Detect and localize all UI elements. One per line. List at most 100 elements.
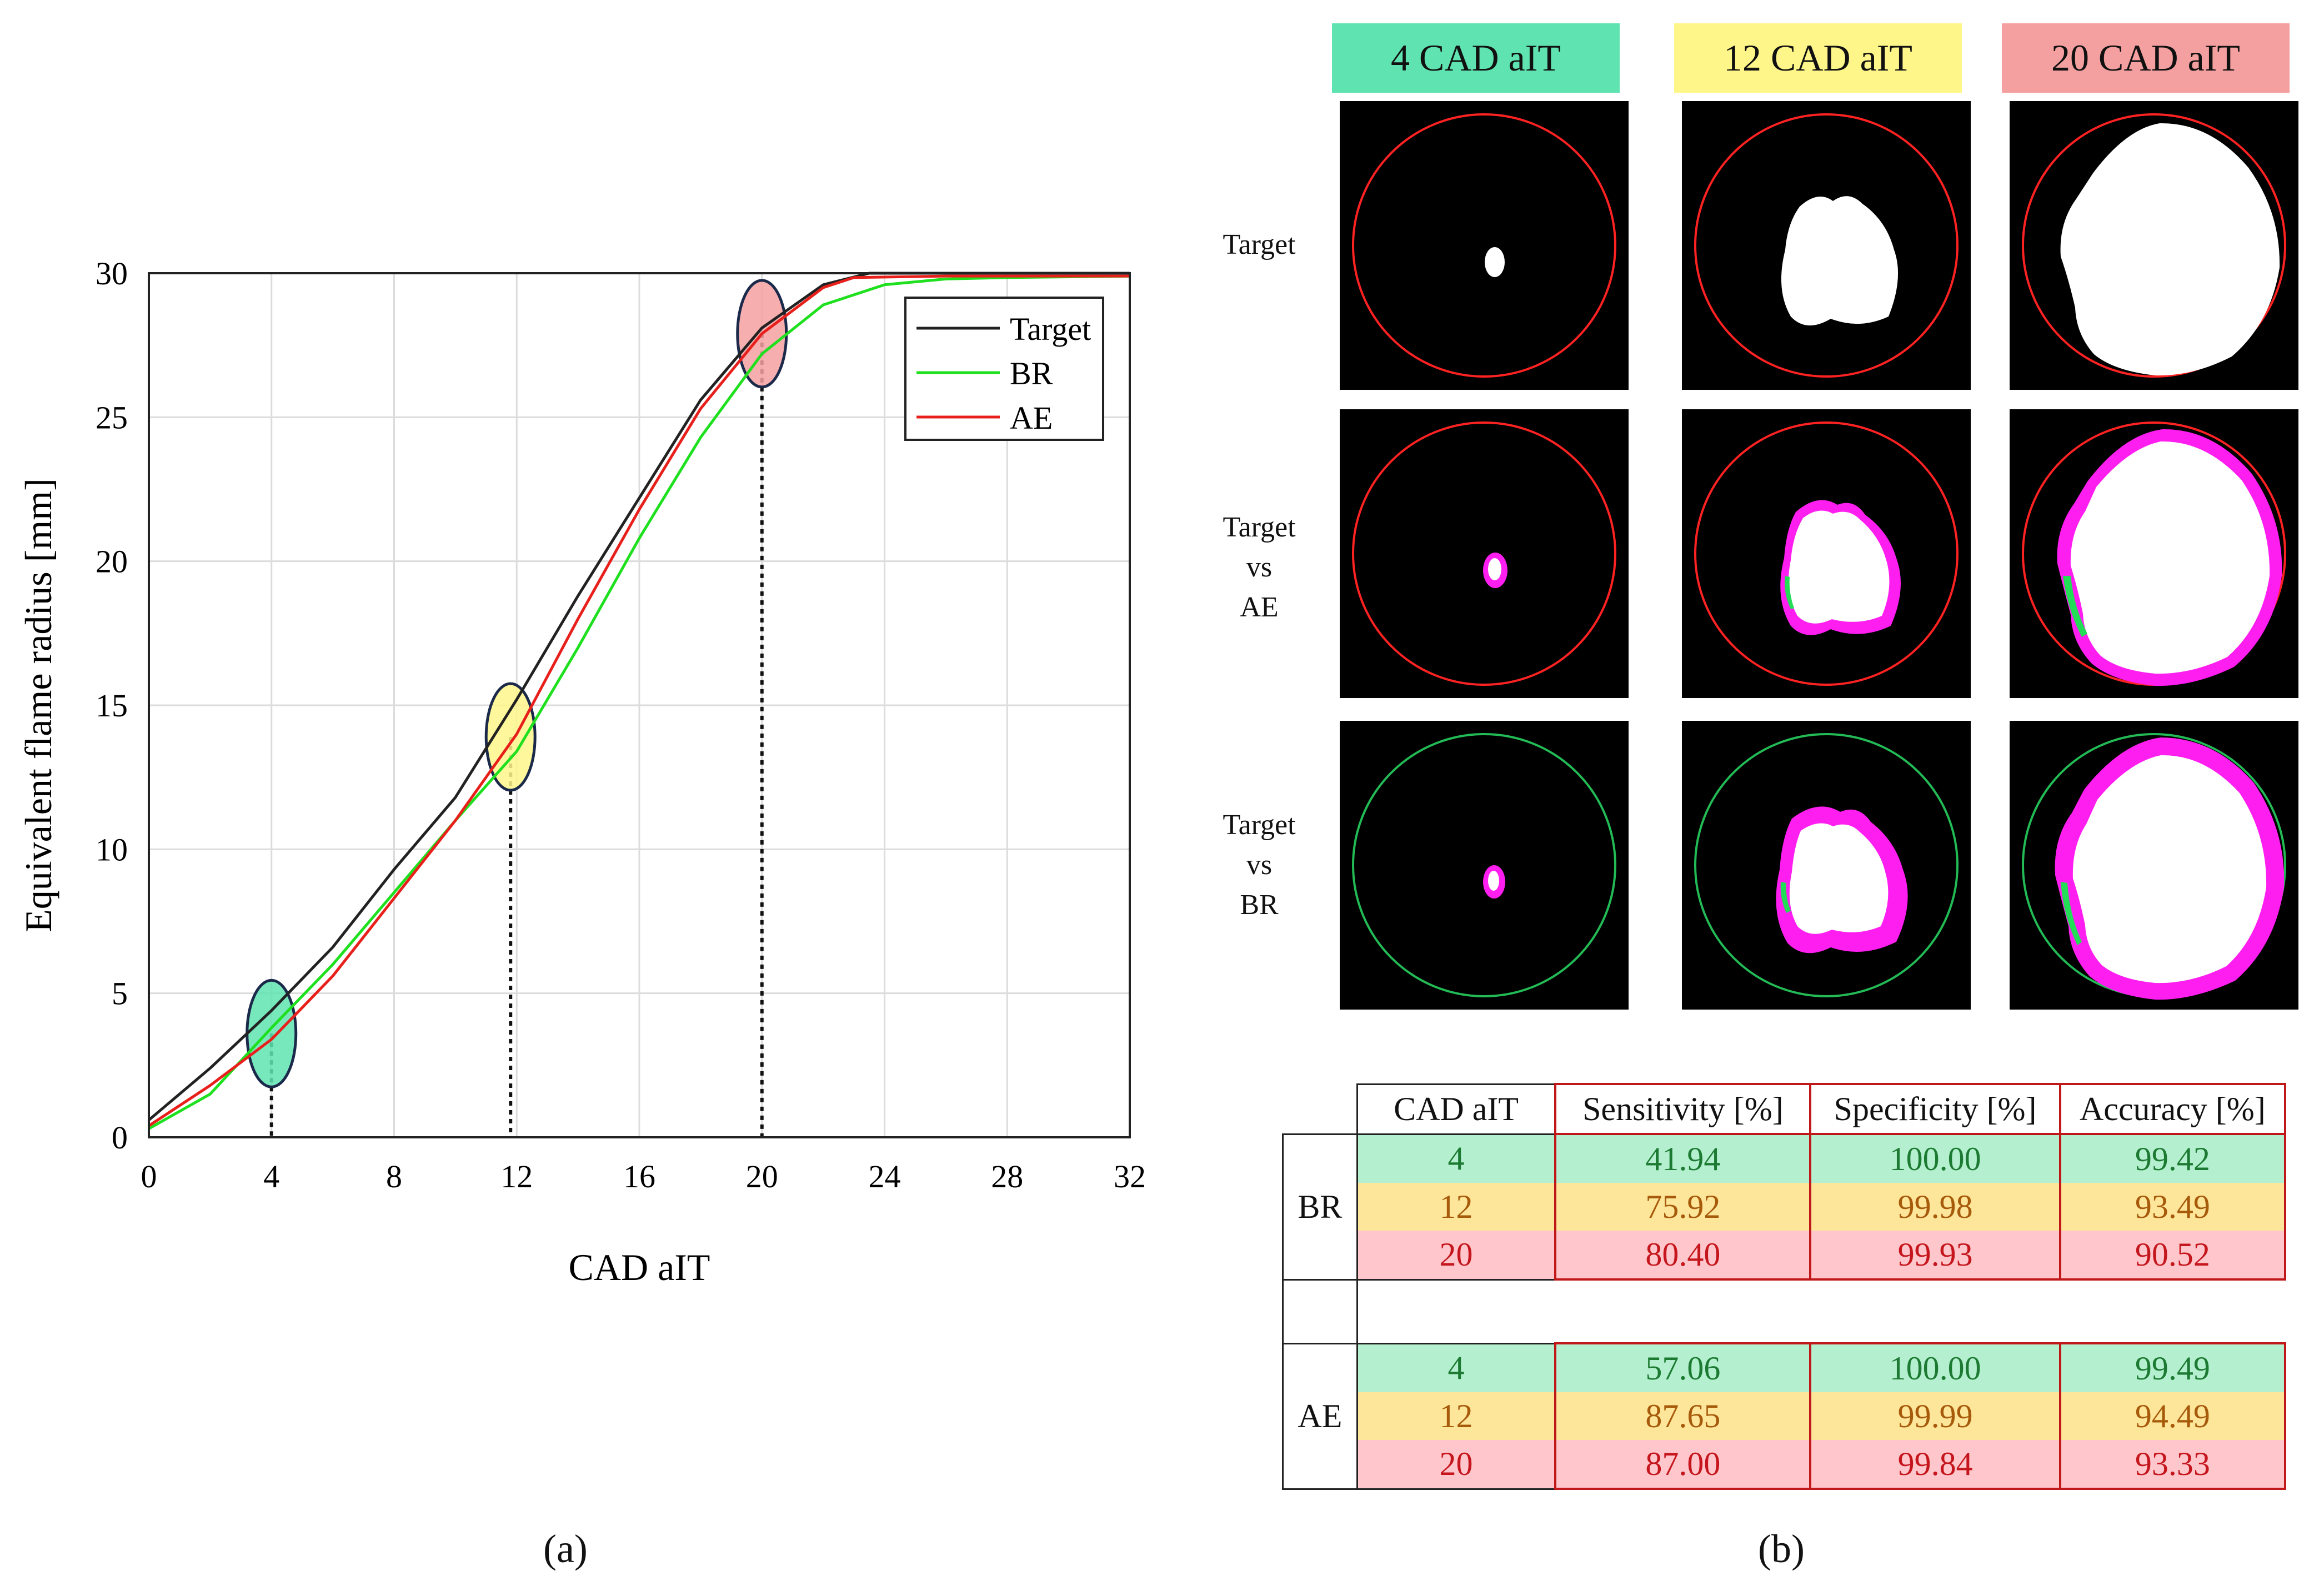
cell-cad: 12 <box>1356 1183 1556 1231</box>
mask-target-vs-ae-12 <box>1682 409 1971 698</box>
results-table: CAD aIT Sensitivity [%] Specificity [%] … <box>1282 1083 2287 1490</box>
table-spacer <box>1282 1279 2286 1343</box>
spacer-cell <box>2060 1279 2285 1343</box>
spacer-cell <box>1356 1279 1556 1343</box>
column-header-4: 4 CAD aIT <box>1332 23 1620 93</box>
legend-label-br: BR <box>1010 355 1053 392</box>
header-accuracy: Accuracy [%] <box>2058 1083 2287 1135</box>
cell-sensitivity: 41.94 <box>1554 1134 1812 1183</box>
cell-accuracy: 94.49 <box>2060 1392 2287 1440</box>
cell-sensitivity: 80.40 <box>1554 1231 1812 1281</box>
x-tick-label: 32 <box>1114 1158 1146 1195</box>
x-tick-label: 12 <box>500 1158 533 1195</box>
row-label-line: BR <box>1240 889 1279 921</box>
cell-cad: 12 <box>1356 1392 1556 1440</box>
y-tick-label: 0 <box>112 1120 128 1156</box>
x-tick-label: 20 <box>746 1158 778 1195</box>
mask-target-12 <box>1682 101 1971 390</box>
x-tick-label: 8 <box>386 1158 402 1195</box>
cell-sensitivity: 75.92 <box>1554 1183 1812 1231</box>
cell-accuracy: 93.33 <box>2060 1440 2287 1490</box>
row-label-line: Target <box>1223 809 1296 841</box>
y-tick-label: 10 <box>96 831 128 867</box>
row-label-line: Target <box>1223 229 1296 260</box>
table-row: 12 87.65 99.99 94.49 <box>1283 1392 2287 1440</box>
cell-sensitivity: 87.00 <box>1554 1440 1812 1490</box>
x-tick-label: 16 <box>623 1158 655 1195</box>
header-sensitivity: Sensitivity [%] <box>1554 1083 1812 1135</box>
table-corner <box>1283 1084 1358 1134</box>
mask-target-vs-ae-20 <box>2010 409 2298 698</box>
row-label-line: vs <box>1246 849 1273 881</box>
cell-specificity: 100.00 <box>1810 1342 2061 1392</box>
cell-accuracy: 90.52 <box>2060 1231 2287 1281</box>
plot-frame <box>148 272 1131 1138</box>
y-tick-label: 30 <box>96 255 128 292</box>
highlight-ellipse <box>484 682 537 792</box>
row-label-target-vs-ae: Target vs AE <box>1201 508 1318 628</box>
x-tick-label: 4 <box>263 1158 279 1195</box>
header-cad: CAD aIT <box>1356 1083 1556 1135</box>
cell-sensitivity: 57.06 <box>1554 1342 1812 1392</box>
row-label-target: Target <box>1201 225 1318 265</box>
series-line-ae <box>148 274 1130 1127</box>
cell-specificity: 99.84 <box>1810 1440 2061 1490</box>
cell-accuracy: 99.42 <box>2060 1134 2287 1183</box>
flame-radius-chart: 0 4 8 12 16 20 24 28 32 0 5 10 15 20 25 30 CAD aIT Equi… <box>17 255 1146 1288</box>
cell-specificity: 99.93 <box>1810 1231 2061 1281</box>
chart-axes <box>148 272 1131 1138</box>
mask-target-4 <box>1340 101 1629 390</box>
cell-cad: 20 <box>1356 1440 1556 1490</box>
table-row: BR 4 41.94 100.00 99.42 <box>1282 1133 2287 1281</box>
row-label-target-vs-br: Target vs BR <box>1201 805 1318 925</box>
panel-label-a: (a) <box>543 1527 588 1571</box>
row-label-line: Target <box>1223 511 1296 543</box>
cell-specificity: 99.99 <box>1810 1392 2061 1440</box>
cell-sensitivity: 87.65 <box>1554 1392 1812 1440</box>
legend-label-target: Target <box>1010 311 1091 347</box>
y-axis-label: Equivalent flame radius [mm] <box>17 478 59 932</box>
mask-target-vs-br-12 <box>1682 721 1971 1010</box>
table-header-row: CAD aIT Sensitivity [%] Specificity [%] … <box>1283 1083 2287 1135</box>
x-tick-label: 24 <box>869 1158 901 1195</box>
cell-specificity: 100.00 <box>1810 1134 2061 1183</box>
x-tick-label: 28 <box>991 1158 1023 1195</box>
chart-tick-labels: 0 4 8 12 16 20 24 28 32 0 5 10 15 20 25 30 <box>96 255 1146 1195</box>
y-tick-label: 20 <box>96 544 128 580</box>
y-tick-label: 5 <box>112 976 128 1012</box>
y-tick-label: 15 <box>96 687 128 724</box>
cell-cad: 4 <box>1356 1134 1556 1183</box>
chart-legend: Target BR AE <box>904 297 1104 441</box>
cell-specificity: 99.98 <box>1810 1183 2061 1231</box>
table-row: AE 4 57.06 100.00 99.49 <box>1282 1342 2287 1490</box>
mask-target-vs-br-4 <box>1340 721 1629 1010</box>
table-row: 12 75.92 99.98 93.49 <box>1283 1183 2287 1231</box>
row-label-line: vs <box>1246 551 1273 583</box>
highlight-ellipse <box>246 978 298 1088</box>
header-specificity: Specificity [%] <box>1809 1083 2061 1135</box>
spacer-cell <box>1555 1279 1810 1343</box>
cell-cad: 20 <box>1356 1231 1556 1281</box>
column-header-12: 12 CAD aIT <box>1674 23 1962 93</box>
y-tick-label: 25 <box>96 399 128 435</box>
x-tick-label: 0 <box>141 1158 157 1195</box>
x-axis-label: CAD aIT <box>569 1246 710 1288</box>
group-label-ae: AE <box>1282 1342 1358 1490</box>
mask-target-20 <box>2010 101 2298 390</box>
column-header-20: 20 CAD aIT <box>2002 23 2290 93</box>
chart-series <box>148 272 1130 1130</box>
table-row: 20 87.00 99.84 93.33 <box>1283 1440 2287 1490</box>
cell-cad: 4 <box>1356 1342 1556 1392</box>
spacer-cell <box>1810 1279 2060 1343</box>
legend-label-ae: AE <box>1010 400 1053 436</box>
mask-target-vs-br-20 <box>2010 721 2298 1010</box>
cell-accuracy: 93.49 <box>2060 1183 2287 1231</box>
panel-label-b: (b) <box>1758 1527 1805 1571</box>
spacer-cell <box>1282 1279 1358 1343</box>
series-line-br <box>148 274 1130 1130</box>
panel-b: 4 CAD aIT 12 CAD aIT 20 CAD aIT Target T… <box>1189 0 2309 1596</box>
group-label-br: BR <box>1282 1133 1358 1281</box>
table-row: 20 80.40 99.93 90.52 <box>1283 1231 2287 1281</box>
cell-accuracy: 99.49 <box>2060 1342 2287 1392</box>
mask-target-vs-ae-4 <box>1340 409 1629 698</box>
